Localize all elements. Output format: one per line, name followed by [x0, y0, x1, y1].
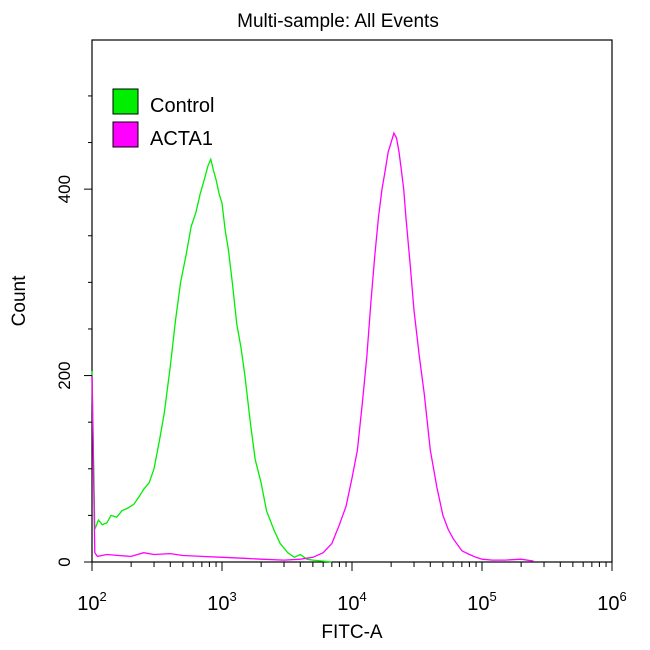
- legend: Control ACTA1: [112, 88, 214, 150]
- legend-label-control: Control: [150, 95, 214, 117]
- x-tick-label: 103: [207, 589, 236, 615]
- x-tick-label: 105: [467, 589, 496, 615]
- y-tick-label: 400: [55, 175, 74, 203]
- series-line-acta1: [91, 131, 534, 562]
- legend-swatch-control: [112, 88, 139, 115]
- legend-swatch-acta1: [112, 121, 139, 148]
- x-axis-label: FITC-A: [321, 622, 383, 643]
- legend-label-acta1: ACTA1: [150, 128, 213, 150]
- x-tick-label: 104: [337, 589, 366, 615]
- series-layer: [91, 131, 534, 563]
- x-axis: 102 103 104 105 106: [77, 562, 627, 615]
- x-tick-label: 102: [77, 589, 106, 615]
- series-line-control: [91, 157, 332, 563]
- y-axis: 0 200 400: [55, 95, 92, 567]
- y-tick-label: 0: [55, 557, 74, 566]
- legend-item-acta1: ACTA1: [112, 121, 213, 150]
- legend-item-control: Control: [112, 88, 214, 117]
- chart-title: Multi-sample: All Events: [237, 11, 439, 32]
- y-tick-label: 200: [55, 361, 74, 389]
- plot-frame: [91, 39, 613, 563]
- y-axis-label: Count: [9, 275, 30, 326]
- x-tick-label: 106: [597, 589, 626, 615]
